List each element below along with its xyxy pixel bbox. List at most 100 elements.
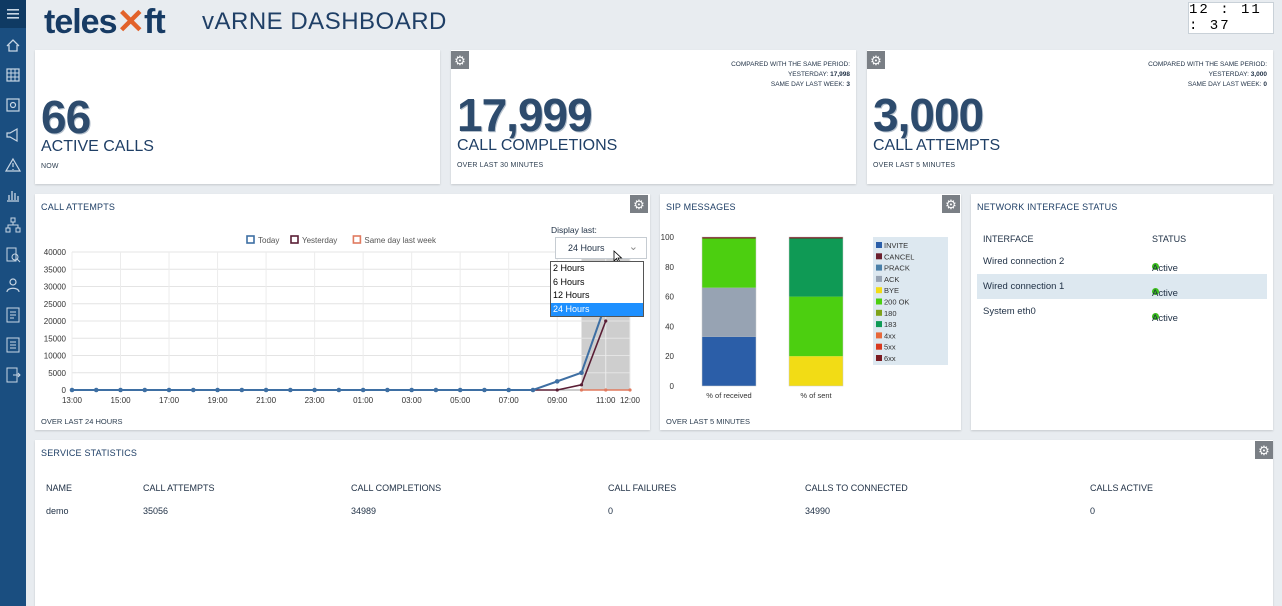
y-tick-label: 0 — [62, 386, 67, 395]
display-last-option[interactable]: 2 Hours — [553, 263, 585, 273]
service-column-header: CALL ATTEMPTS — [143, 483, 215, 493]
stacked-bar-segment — [789, 356, 843, 386]
gear-icon: ⚙ — [870, 52, 882, 68]
legend-label: 5xx — [884, 343, 896, 352]
interface-name: System eth0 — [983, 306, 1036, 317]
service-statistics-panel: SERVICE STATISTICS ⚙ NAME CALL ATTEMPTS CA… — [35, 440, 1273, 606]
sip-settings-button[interactable]: ⚙ — [942, 195, 960, 213]
display-last-value: 24 Hours — [568, 243, 605, 253]
megaphone-nav-button[interactable] — [0, 122, 26, 148]
page-title: vARNE DASHBOARD — [202, 8, 447, 35]
gear-icon: ⚙ — [454, 52, 466, 68]
call-attempts-period: OVER LAST 5 MINUTES — [873, 162, 956, 169]
display-last-option[interactable]: 6 Hours — [553, 276, 585, 287]
call-attempts-panel: CALL ATTEMPTS ⚙ 0 5000 10000 15000 20000 2500… — [35, 194, 650, 430]
legend-swatch — [876, 309, 882, 316]
series-point — [93, 387, 99, 393]
sip-messages-title: SIP MESSAGES — [666, 202, 736, 212]
document-nav-button[interactable] — [0, 332, 26, 358]
gear-icon: ⚙ — [945, 196, 957, 212]
network-interface-row[interactable]: Wired connection 1 Active — [977, 274, 1267, 299]
legend-swatch — [876, 321, 882, 328]
network-interface-row[interactable]: Wired connection 2 Active — [983, 256, 1178, 274]
service-cell: demo — [46, 506, 69, 516]
service-column-header: CALLS ACTIVE — [1090, 483, 1154, 493]
grid-nav-button[interactable] — [0, 62, 26, 88]
status-active-icon — [1152, 288, 1159, 295]
interface-column-header: INTERFACE — [983, 234, 1034, 244]
display-last-select[interactable]: 24 Hours ⌄ — [555, 237, 647, 259]
y-tick-label: 10000 — [44, 352, 67, 361]
completions-comparison: COMPARED WITH THE SAME PERIOD: YESTERDAY… — [731, 61, 850, 88]
menu-toggle-button[interactable] — [0, 0, 26, 28]
service-settings-button[interactable]: ⚙ — [1255, 441, 1273, 459]
stacked-bar-segment — [702, 237, 756, 239]
call-completions-period: OVER LAST 30 MINUTES — [457, 162, 544, 169]
series-point — [554, 379, 560, 384]
status-active-icon — [1152, 313, 1159, 320]
service-column-header: CALL COMPLETIONS — [351, 483, 442, 493]
legend-box — [873, 237, 948, 365]
series-point — [336, 387, 342, 393]
service-column-header: NAME — [46, 483, 73, 493]
legend-label: 183 — [884, 320, 897, 329]
series-point — [579, 388, 584, 392]
hamburger-icon — [7, 9, 19, 19]
series-point — [457, 387, 463, 393]
network-nav-button[interactable] — [0, 212, 26, 238]
legend-label: 180 — [884, 309, 897, 318]
report-icon — [6, 307, 20, 323]
series-point — [433, 387, 439, 393]
display-last-option[interactable]: 24 Hours — [551, 302, 643, 316]
chart-settings-button[interactable]: ⚙ — [630, 195, 648, 213]
bar-chart-nav-button[interactable] — [0, 182, 26, 208]
y-tick-label: 100 — [661, 233, 675, 242]
y-tick-label: 15000 — [44, 334, 67, 343]
series-point — [579, 383, 584, 387]
settings-nav-button[interactable] — [0, 92, 26, 118]
status-column-header: STATUS — [1152, 234, 1187, 244]
series-point — [263, 387, 269, 393]
service-cell: 35056 — [143, 506, 169, 516]
completions-settings-button[interactable]: ⚙ — [451, 51, 469, 69]
x-tick-label: 17:00 — [159, 396, 180, 405]
user-nav-button[interactable] — [0, 272, 26, 298]
home-nav-button[interactable] — [0, 32, 26, 58]
series-point — [360, 387, 366, 393]
series-point — [69, 387, 75, 393]
y-tick-label: 80 — [665, 263, 674, 272]
warning-nav-button[interactable] — [0, 152, 26, 178]
series-point — [239, 387, 245, 393]
display-last-option[interactable]: 12 Hours — [553, 290, 590, 300]
clock: 12 : 11 : 37 — [1188, 2, 1274, 34]
series-point — [530, 387, 536, 393]
export-nav-button[interactable] — [0, 362, 26, 388]
x-tick-label: 07:00 — [499, 396, 520, 405]
report-nav-button[interactable] — [0, 302, 26, 328]
sip-messages-chart: 0 20 40 60 80 100 % of received % of sent INVITE… — [661, 233, 948, 400]
warning-icon — [5, 157, 21, 172]
active-calls-card: 66 ACTIVE CALLS NOW — [35, 50, 440, 184]
series-point — [118, 387, 123, 393]
export-icon — [6, 367, 21, 383]
series-point — [555, 388, 559, 392]
legend-swatch — [352, 235, 362, 244]
legend-swatch — [876, 298, 882, 305]
gear-icon: ⚙ — [1258, 442, 1270, 458]
legend-label: 4xx — [884, 331, 896, 340]
active-calls-value: 66 — [41, 91, 91, 143]
attempts-settings-button[interactable]: ⚙ — [867, 51, 885, 69]
bar-chart-icon — [7, 191, 19, 202]
series-point — [312, 387, 317, 393]
legend-label: INVITE — [884, 241, 908, 250]
stacked-bar-segment — [789, 238, 843, 297]
call-attempts-label: CALL ATTEMPTS — [873, 137, 1001, 154]
legend-label: PRACK — [884, 264, 910, 273]
interface-name: Wired connection 1 — [983, 281, 1065, 292]
y-tick-label: 5000 — [48, 369, 66, 378]
series-point — [191, 387, 196, 393]
search-report-nav-button[interactable] — [0, 242, 26, 268]
y-tick-label: 25000 — [44, 300, 67, 309]
series-point — [482, 387, 487, 393]
network-interface-row[interactable]: System eth0 Active — [983, 306, 1178, 324]
